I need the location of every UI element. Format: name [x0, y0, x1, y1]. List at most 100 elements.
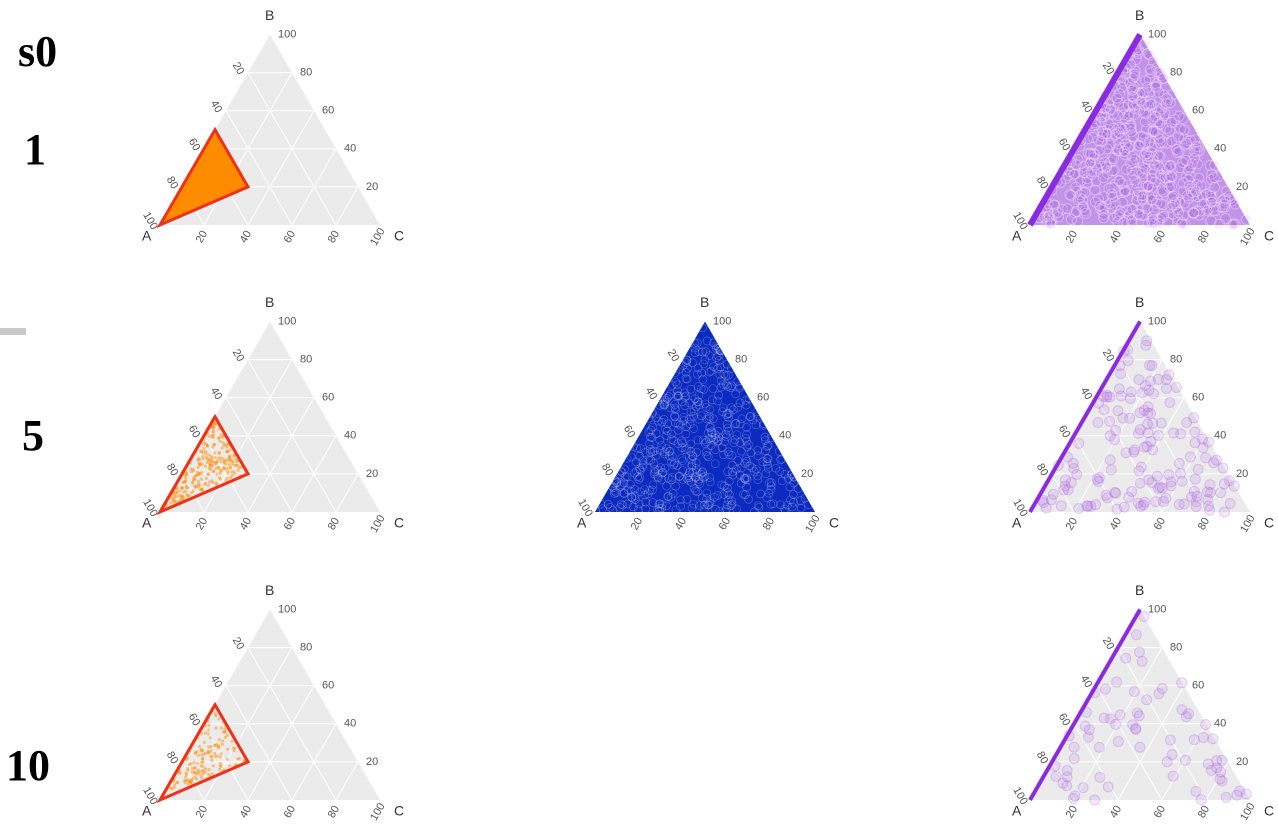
point	[1085, 165, 1097, 177]
point	[190, 766, 195, 770]
point	[731, 389, 741, 399]
point	[1075, 175, 1087, 187]
point	[184, 477, 188, 481]
point	[1051, 206, 1063, 218]
point	[1104, 713, 1116, 725]
c-tick-label: 60	[1152, 804, 1169, 821]
c-tick-label: 80	[761, 516, 778, 533]
point	[704, 411, 714, 421]
point	[1173, 196, 1185, 208]
point	[1241, 213, 1253, 225]
point	[1073, 437, 1085, 449]
point	[670, 412, 679, 421]
point	[1180, 154, 1192, 166]
point	[235, 460, 239, 464]
point	[1108, 122, 1120, 134]
point	[1129, 174, 1141, 186]
point	[1065, 477, 1077, 489]
point	[1134, 407, 1146, 419]
point	[198, 462, 202, 467]
point	[212, 443, 216, 447]
point	[207, 773, 211, 777]
point	[1166, 163, 1178, 175]
point	[1116, 81, 1128, 93]
point	[1094, 157, 1106, 169]
point	[726, 383, 735, 393]
point	[720, 507, 730, 516]
point	[660, 397, 670, 407]
point	[706, 366, 716, 376]
point	[1147, 211, 1159, 223]
point	[1228, 480, 1240, 492]
point	[699, 385, 709, 394]
point	[1128, 446, 1140, 458]
point	[1170, 381, 1182, 393]
point	[682, 355, 692, 365]
point	[1182, 173, 1194, 185]
point	[710, 492, 719, 502]
point	[638, 460, 648, 470]
point	[175, 486, 179, 490]
point	[1182, 164, 1194, 176]
point	[225, 733, 230, 737]
point	[1140, 148, 1152, 160]
point	[1113, 175, 1125, 187]
point	[701, 402, 711, 412]
point	[1181, 137, 1193, 149]
point	[748, 415, 758, 425]
point	[1138, 611, 1150, 623]
b-tick-label: 100	[713, 315, 731, 327]
point	[622, 453, 632, 463]
point	[226, 471, 230, 475]
point	[1159, 172, 1171, 184]
point	[200, 748, 205, 753]
point	[1148, 204, 1160, 216]
point	[1179, 754, 1191, 766]
point	[735, 383, 744, 393]
point	[1132, 140, 1144, 152]
point	[789, 478, 799, 488]
point	[695, 501, 704, 510]
point	[1134, 741, 1146, 753]
point	[723, 488, 732, 497]
point	[776, 500, 785, 510]
point	[1067, 457, 1079, 469]
point	[172, 786, 176, 790]
point	[692, 468, 702, 477]
point	[618, 500, 628, 510]
point	[1143, 190, 1155, 202]
point	[207, 480, 212, 484]
point	[1135, 500, 1147, 512]
point	[666, 493, 676, 502]
grid-line	[335, 473, 359, 513]
point	[1090, 159, 1102, 171]
point	[793, 484, 803, 493]
point	[704, 414, 714, 423]
point	[1185, 186, 1197, 198]
point	[1187, 207, 1199, 219]
point	[742, 442, 752, 452]
point	[1120, 163, 1132, 175]
point	[1143, 100, 1155, 112]
point	[742, 482, 751, 492]
point	[1098, 209, 1110, 221]
point	[190, 778, 194, 782]
corner-label: A	[142, 515, 152, 531]
point	[1181, 417, 1193, 429]
point	[221, 441, 225, 445]
point	[1193, 145, 1205, 157]
point	[1189, 437, 1201, 449]
point	[698, 323, 707, 333]
b-tick-label: 20	[1236, 756, 1248, 768]
a-tick-label: 40	[208, 673, 225, 690]
point	[172, 498, 176, 502]
b-tick-label: 80	[1170, 641, 1182, 653]
point	[196, 484, 200, 489]
point	[1140, 75, 1152, 87]
a-tick-label: 80	[1034, 462, 1051, 479]
point	[727, 499, 737, 509]
outline	[156, 701, 251, 804]
point	[753, 411, 762, 421]
point	[1119, 122, 1131, 134]
point	[212, 469, 216, 473]
